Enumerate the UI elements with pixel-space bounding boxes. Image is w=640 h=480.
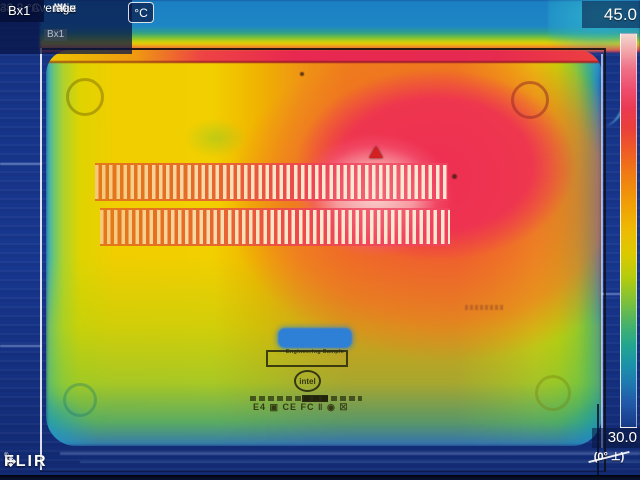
lamp-off-status-icon: (0° ⊥) [580,446,638,468]
vent-warm-tint [95,163,448,201]
screw-dot [452,174,457,179]
vent-grille-top-row [95,163,448,201]
screw-hole-bottom-left [63,383,97,417]
box-tag-label: Bx1 [0,0,44,22]
label-outline [266,350,348,367]
laptop-underside: Engineering Sample intel E4 ▣ CE FC ‖ ◉ … [46,50,602,446]
box-tag-faint-label: Bx1 [44,29,68,41]
fine-print-highlight [302,395,328,402]
image-bottom-edge [0,475,640,480]
measurement-box-right-border [601,54,603,448]
thermal-gradient [46,50,602,446]
vent-slots [95,165,448,199]
vent-slots [100,210,450,244]
table-seam [0,345,42,347]
scale-max-label: 45.0 [582,1,640,28]
screw-hole-bottom-right [535,375,571,411]
registered-mark: ® [4,453,9,459]
table-seam [596,293,622,295]
sticker-text: Engineering Sample [285,349,345,355]
screw-hole-top-right [511,81,549,119]
flir-logo-text: FLIR [4,452,48,470]
scale-min-label: 30.0 [592,428,640,448]
table-edge-highlight [60,452,640,455]
temperature-colorbar[interactable] [620,33,637,428]
readout-label: Min [56,1,76,15]
readout-label: Max [53,1,76,15]
vent-warm-tint [100,208,450,246]
table-seam [0,163,42,165]
measurement-box-bx1[interactable] [40,48,606,472]
faint-part-number [465,305,505,310]
unit-badge: °C [128,2,154,23]
screw-dot [300,72,304,76]
hinge-strip [46,50,602,63]
fine-print-line [250,395,362,402]
max-temperature-marker-icon [369,146,383,158]
table-edge-highlight [80,461,640,463]
flir-diamond-icon: ❖ [4,453,18,471]
vent-grille-bottom-row [100,208,450,246]
certification-marks: E4 ▣ CE FC ‖ ◉ ☒ [253,402,349,412]
intel-logo: intel [294,370,321,392]
measurement-box-left-border [40,48,42,470]
screw-hole-top-left [66,78,104,116]
cool-blue-sticker [278,328,352,348]
